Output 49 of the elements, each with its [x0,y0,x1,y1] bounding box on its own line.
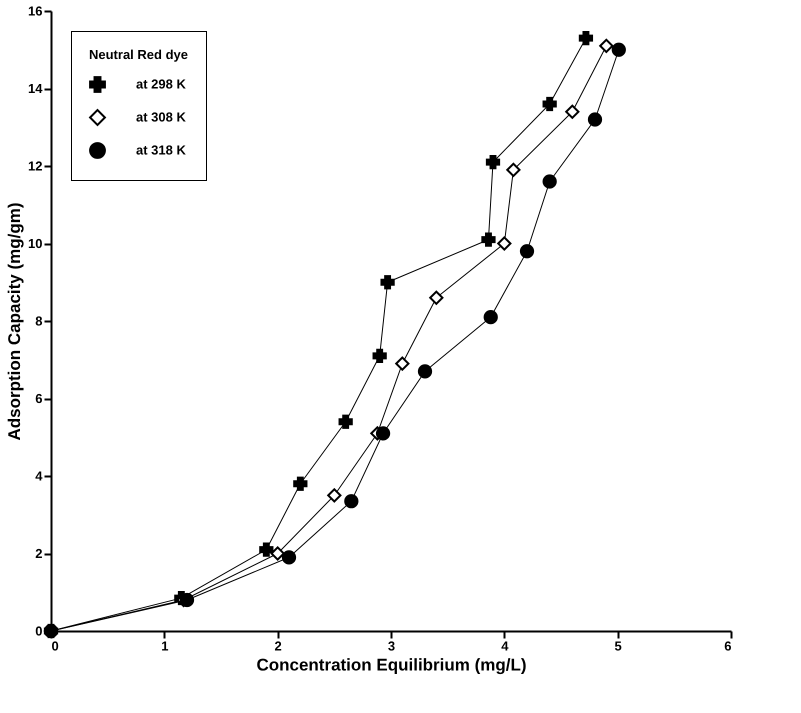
point [338,414,353,429]
point [542,174,557,189]
y-tick-label: 10 [28,236,42,251]
point [565,104,580,119]
point [497,236,512,251]
x-tick-label: 3 [388,638,396,654]
point [506,162,521,177]
point [588,112,602,127]
point [612,42,626,57]
point [327,488,342,502]
point [395,356,410,371]
point [180,592,194,608]
y-axis-title: Adsorption Capacity (mg/gm) [5,202,24,441]
y-tick-label: 4 [35,468,44,484]
point [578,31,594,46]
point [282,550,296,564]
legend-title: Neutral Red dye [89,47,188,62]
point [481,232,496,247]
point [520,244,534,258]
point [344,494,358,508]
x-tick-label: 1 [161,638,168,654]
y-tick-label: 12 [28,158,42,174]
y-tick-label: 14 [28,81,44,96]
point [542,96,557,112]
point [380,275,395,290]
y-tick-label: 2 [35,546,42,561]
y-tick-label: 0 [35,624,42,638]
point [293,476,308,491]
y-tick-label: 16 [28,4,42,18]
point [484,310,498,324]
x-tick-label: 6 [724,638,732,654]
legend-label: at 308 K [136,110,186,124]
legend-label: at 298 K [136,76,186,92]
x-tick-label: 5 [614,638,622,654]
point [372,348,387,363]
point [376,426,390,440]
x-axis-title: Concentration Equilibrium (mg/L) [256,656,527,674]
x-tick-label: 4 [501,638,510,654]
point [429,290,444,305]
x-tick-label: 2 [274,638,282,654]
x-tick-label: 0 [52,638,59,654]
legend-label: at 318 K [136,142,186,158]
point [270,546,285,561]
point [599,38,614,53]
point [259,542,274,557]
point [486,155,500,170]
y-tick-label: 8 [35,314,42,328]
point [418,364,432,378]
y-tick-label: 6 [35,391,42,406]
